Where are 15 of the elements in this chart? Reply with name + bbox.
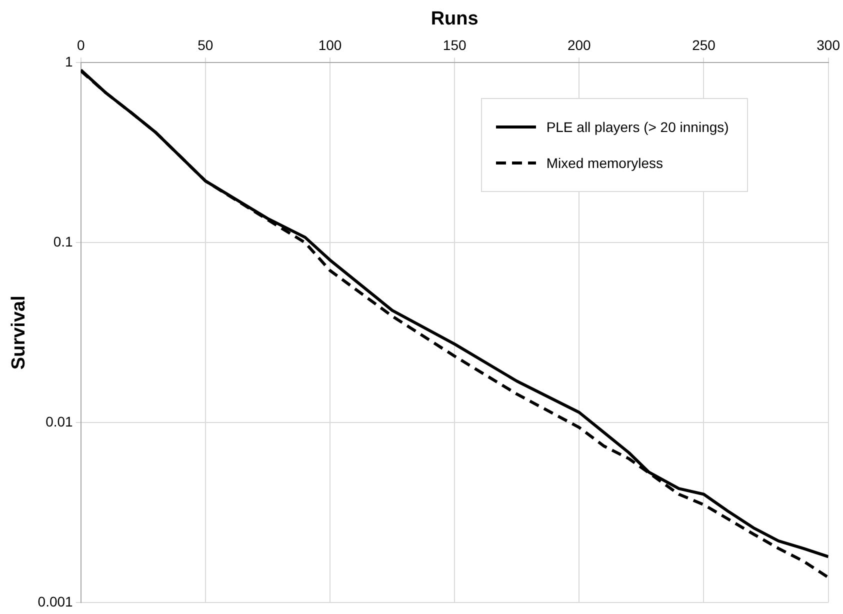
y-tick-label: 0.1 [53, 233, 74, 250]
x-tick-label: 50 [198, 37, 214, 54]
legend-label: Mixed memoryless [546, 154, 664, 173]
y-tick-label: 0.01 [46, 413, 74, 430]
y-axis-title: Survival [8, 296, 30, 370]
legend-label: PLE all players (> 20 innings) [546, 118, 729, 137]
x-axis-title: Runs [430, 8, 478, 30]
x-tick-label: 250 [692, 37, 716, 54]
y-tick-label: 1 [65, 53, 74, 70]
x-tick-label: 0 [76, 37, 85, 54]
x-tick-label: 300 [816, 37, 840, 54]
x-tick-label: 100 [318, 37, 342, 54]
x-tick-label: 200 [567, 37, 592, 54]
y-tick-label: 0.001 [38, 593, 74, 610]
x-tick-label: 150 [442, 37, 466, 54]
